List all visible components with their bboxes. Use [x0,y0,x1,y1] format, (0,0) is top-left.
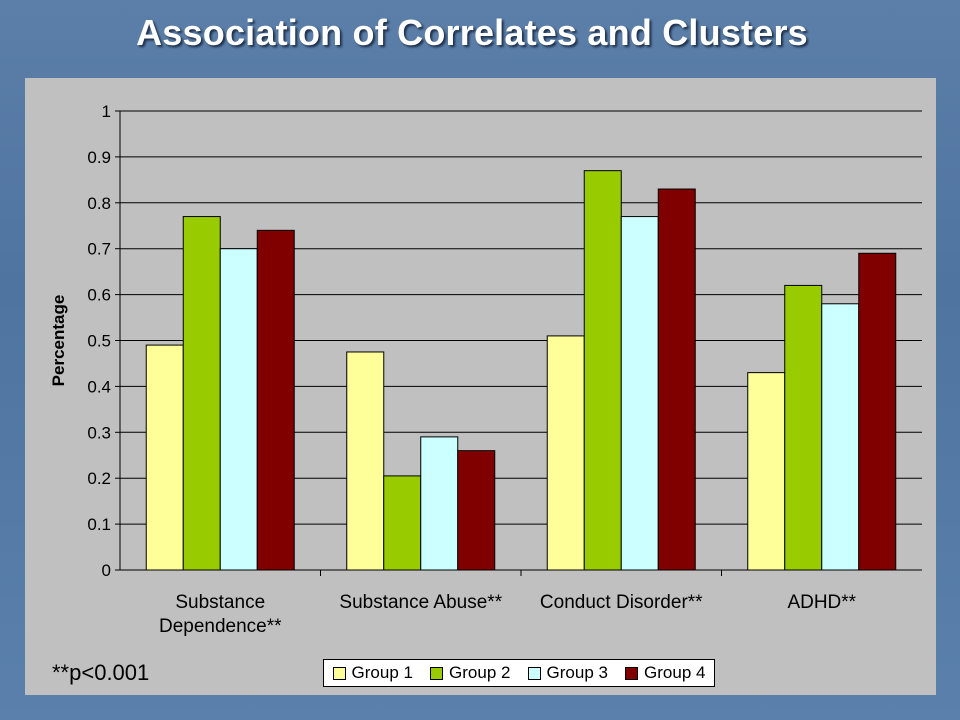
bar-group-3 [219,248,258,571]
bar-group-2 [182,216,221,571]
legend-label-group-4: Group 4 [644,663,706,682]
y-tick-label: 0.4 [87,377,111,396]
legend-swatch-group-4 [625,666,639,680]
y-tick-label: 0.5 [87,332,111,351]
bar-group-2 [583,170,622,571]
chart-legend: Group 1 Group 2 Group 3 Group 4 [323,659,715,687]
legend-item-group-3: Group 3 [527,663,608,683]
y-tick-label: 0.1 [87,515,111,534]
x-category-label: Dependence** [159,616,282,637]
legend-label-group-3: Group 3 [546,663,608,682]
y-axis-label: Percentage [49,295,68,387]
legend-swatch-group-3 [527,666,541,680]
bar-group-3 [821,303,860,571]
bar-group-4 [457,450,496,571]
bar-group-4 [657,188,696,571]
bar-group-2 [784,284,823,571]
x-category-label: ADHD** [787,592,856,613]
y-tick-label: 1 [102,102,111,121]
legend-item-group-4: Group 4 [625,663,705,683]
y-tick-label: 0.3 [87,423,111,442]
bar-group-1 [346,351,385,571]
legend-item-group-2: Group 2 [430,663,510,683]
y-tick-label: 0.8 [87,194,111,213]
y-tick-label: 0.6 [87,286,111,305]
bar-group-4 [858,252,897,571]
bar-group-3 [620,216,659,571]
legend-swatch-group-2 [430,666,444,680]
y-tick-label: 0.2 [87,469,111,488]
bar-group-1 [145,344,184,571]
x-category-label: Substance Abuse** [339,592,502,613]
bar-group-3 [420,436,459,571]
bar-group-2 [383,475,422,571]
y-tick-label: 0.7 [87,240,111,259]
slide-title: Association of Correlates and Clusters [136,12,808,53]
bar-group-4 [256,229,295,571]
bar-group-1 [546,335,585,571]
legend-label-group-1: Group 1 [351,663,413,682]
bar-group-1 [747,372,786,571]
footnote: **p<0.001 [52,660,150,685]
x-category-label: Conduct Disorder** [540,592,703,613]
legend-label-group-2: Group 2 [449,663,511,682]
y-tick-label: 0.9 [87,148,111,167]
legend-item-group-1: Group 1 [332,663,413,683]
y-tick-label: 0 [102,561,111,580]
legend-swatch-group-1 [332,666,346,680]
x-category-label: Substance [175,592,265,613]
